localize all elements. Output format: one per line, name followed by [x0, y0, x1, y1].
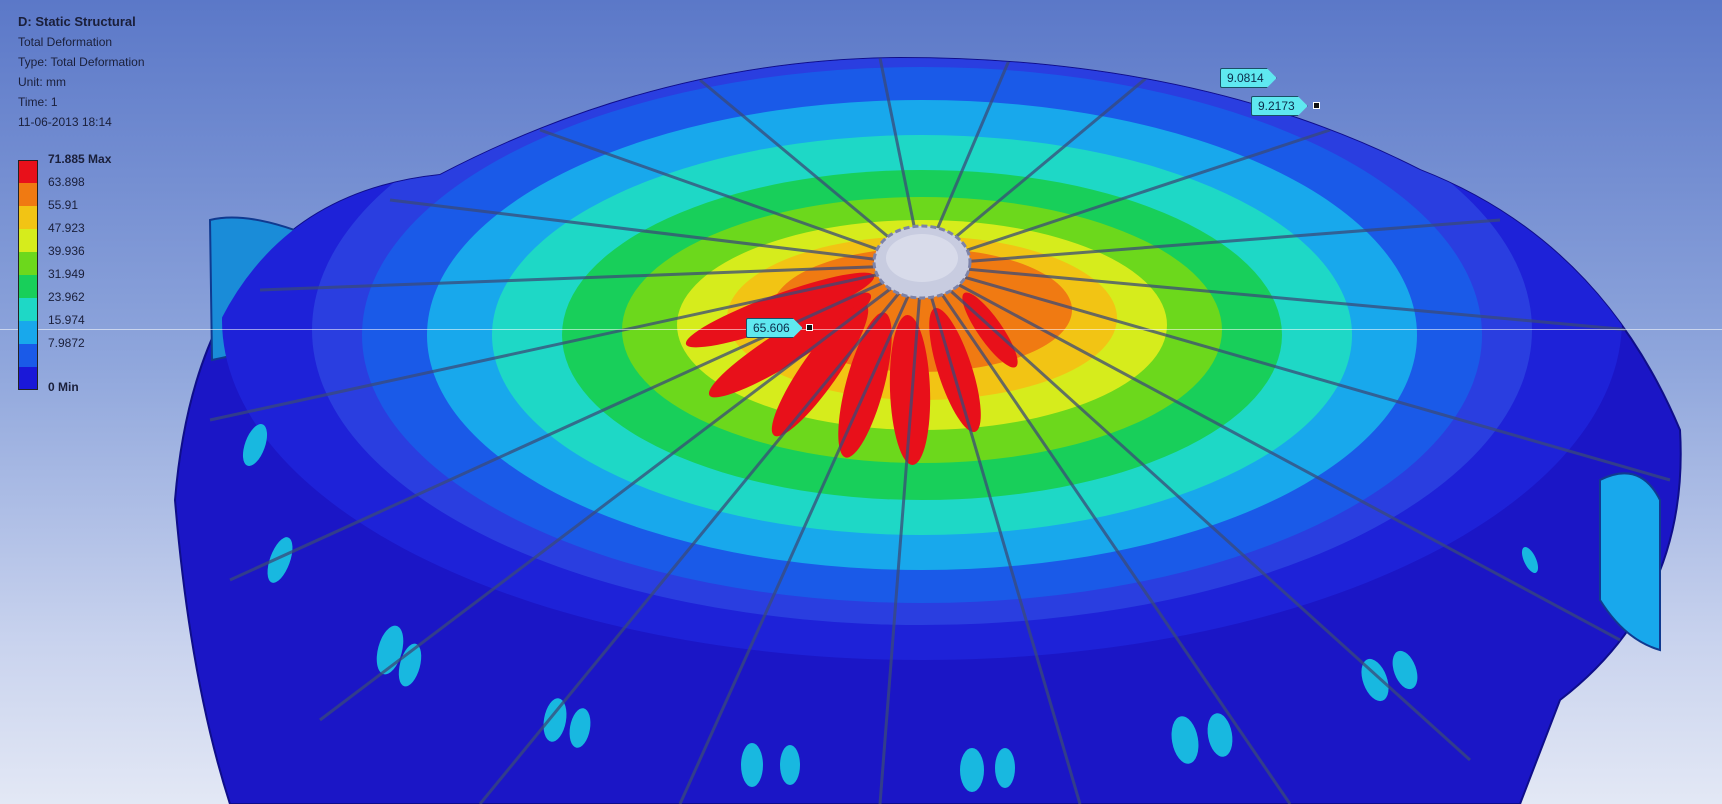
legend-swatch [18, 321, 38, 344]
legend-label: 47.923 [48, 221, 85, 235]
legend-row: 63.898 [18, 175, 85, 206]
legend-row: 15.974 [18, 313, 85, 344]
legend-label: 39.936 [48, 244, 85, 258]
legend-label: 63.898 [48, 175, 85, 189]
legend-row: 71.885 Max [18, 152, 111, 183]
legend-swatch [18, 206, 38, 229]
probe-label[interactable]: 65.606 [746, 318, 803, 338]
analysis-title: D: Static Structural [18, 14, 136, 29]
deformation-contours [222, 58, 1622, 792]
legend-row: 23.962 [18, 290, 85, 321]
legend-label: 23.962 [48, 290, 85, 304]
probe-marker [806, 324, 813, 331]
result-type: Type: Total Deformation [18, 55, 145, 69]
result-date: 11-06-2013 18:14 [18, 115, 112, 129]
legend-row: 31.949 [18, 267, 85, 298]
result-unit: Unit: mm [18, 75, 66, 89]
legend-swatch [18, 298, 38, 321]
probe-marker [1313, 102, 1320, 109]
legend-swatch [18, 229, 38, 252]
legend-label: 7.9872 [48, 336, 85, 350]
legend-label: 0 Min [48, 380, 79, 394]
result-info-panel: D: Static Structural Total Deformation T… [18, 12, 145, 132]
legend-row: 39.936 [18, 244, 85, 275]
legend-swatch [18, 344, 38, 367]
legend-row: 47.923 [18, 221, 85, 252]
legend-swatch [18, 275, 38, 298]
probe-label[interactable]: 9.2173 [1251, 96, 1308, 116]
radial-ribs [209, 58, 1671, 804]
legend-label: 31.949 [48, 267, 85, 281]
contour-legend[interactable]: 71.885 Max 63.898 55.91 47.923 39.936 31.949 2… [18, 152, 111, 394]
right-flap [1599, 472, 1661, 652]
legend-row: 0 Min [18, 367, 79, 394]
legend-label: 15.974 [48, 313, 85, 327]
legend-swatch [18, 183, 38, 206]
legend-row: 7.9872 [18, 336, 85, 367]
legend-label: 71.885 Max [48, 152, 112, 166]
viewport-split-line [0, 329, 1722, 330]
legend-row: 55.91 [18, 198, 78, 229]
legend-swatch [18, 252, 38, 275]
legend-label: 55.91 [48, 198, 79, 212]
result-time: Time: 1 [18, 95, 58, 109]
legend-swatch [18, 367, 38, 390]
legend-swatch [18, 160, 38, 183]
probe-label[interactable]: 9.0814 [1220, 68, 1277, 88]
result-name: Total Deformation [18, 35, 113, 49]
